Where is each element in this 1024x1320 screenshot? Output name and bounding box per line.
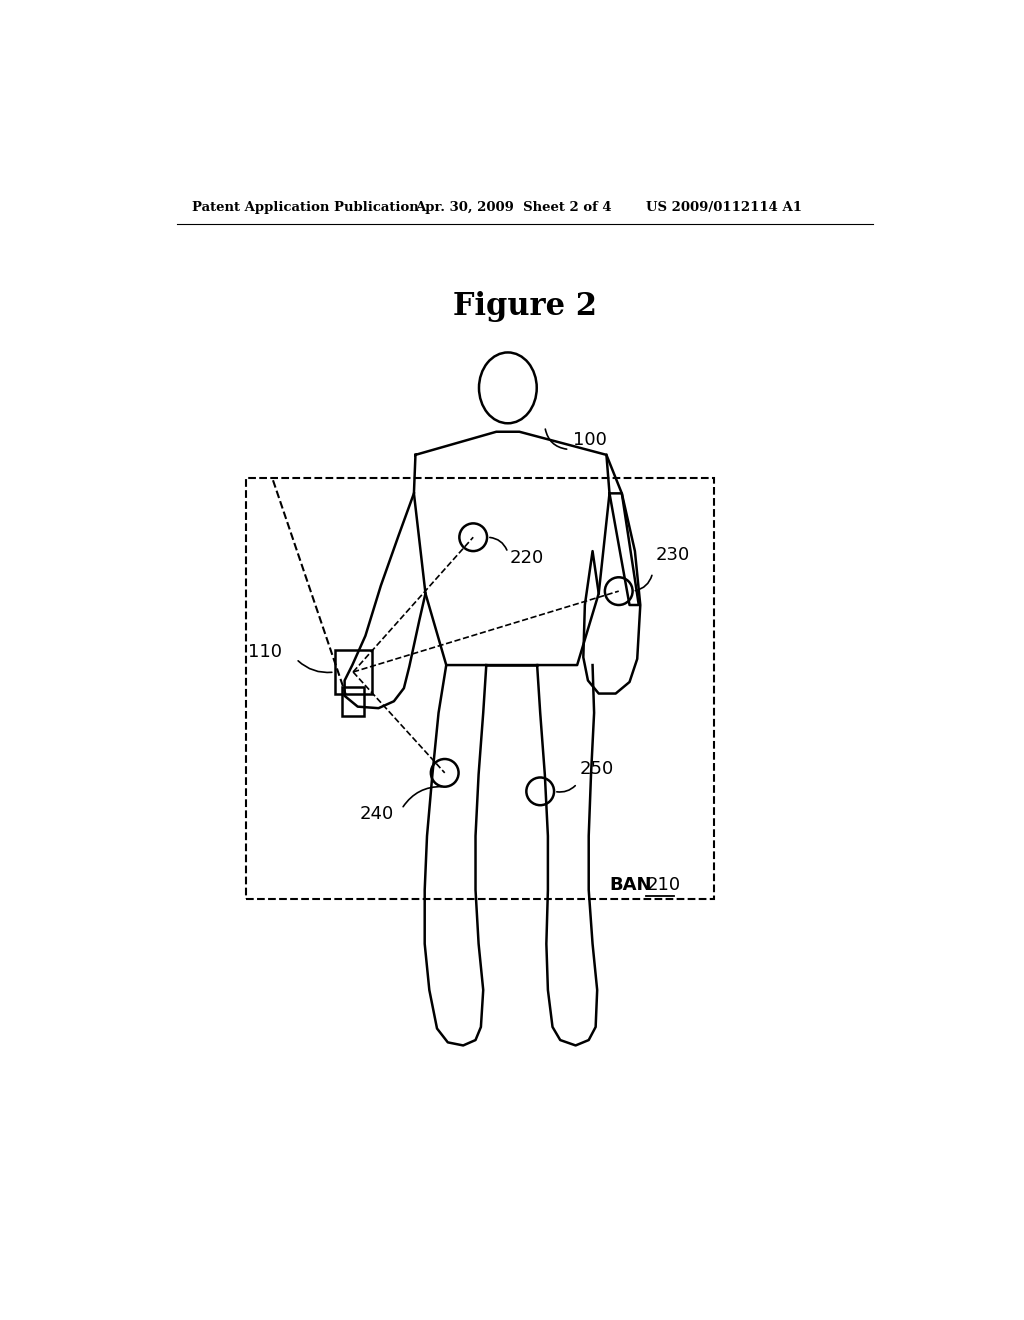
Bar [342, 686, 364, 715]
Text: 210: 210 [646, 876, 681, 894]
Text: 100: 100 [573, 430, 607, 449]
Bar [335, 649, 372, 694]
Text: BAN: BAN [609, 876, 652, 894]
Text: Apr. 30, 2009  Sheet 2 of 4: Apr. 30, 2009 Sheet 2 of 4 [416, 201, 612, 214]
Text: 230: 230 [655, 546, 690, 565]
Text: 110: 110 [248, 643, 282, 661]
Text: Figure 2: Figure 2 [453, 290, 597, 322]
Text: 220: 220 [509, 549, 544, 566]
Text: US 2009/0112114 A1: US 2009/0112114 A1 [646, 201, 803, 214]
Text: Patent Application Publication: Patent Application Publication [193, 201, 419, 214]
Bar [246, 478, 714, 899]
Text: 250: 250 [580, 760, 613, 779]
Text: 240: 240 [360, 805, 394, 824]
